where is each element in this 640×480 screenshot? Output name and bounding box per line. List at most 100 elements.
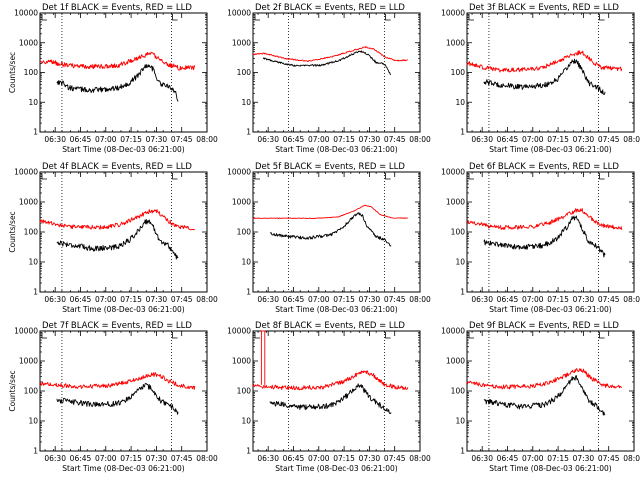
series-lld [39,51,196,71]
y-tick-label: 10000 [14,327,38,336]
x-axis-label: Start Time (08-Dec-03 06:21:00) [489,305,611,314]
x-tick-label: 07:45 [598,135,620,144]
x-tick-label: 06:45 [497,295,519,304]
bracket-mark-left [254,173,260,180]
series-events [269,383,392,415]
x-tick-label: 06:30 [257,135,279,144]
x-axis-label: Start Time (08-Dec-03 06:21:00) [62,305,184,314]
series-lld [466,50,623,73]
y-tick-label: 1 [460,447,465,456]
x-tick-label: 07:15 [547,295,569,304]
x-tick-label: 06:30 [44,295,66,304]
x-axis-label: Start Time (08-Dec-03 06:21:00) [62,145,184,154]
panel-det-3: Det 3f BLACK = Events, RED = LLD 1 10 100 10… [441,3,640,154]
y-tick-label: 100 [237,228,252,237]
x-tick-label: 08:00 [196,295,218,304]
x-tick-label: 07:30 [573,135,595,144]
y-tick-label: 100 [24,387,39,396]
x-tick-label: 06:30 [44,454,66,463]
bracket-mark-right [385,173,391,180]
y-tick-label: 1000 [446,357,465,366]
y-tick-label: 100 [451,228,466,237]
x-axis-label: Start Time (08-Dec-03 06:21:00) [62,464,184,473]
y-tick-label: 1000 [19,357,38,366]
plot-frame [39,171,208,293]
y-tick-label: 1000 [232,38,251,47]
panel-title: Det 5f BLACK = Events, RED = LLD [255,162,405,172]
x-tick-label: 07:15 [547,454,569,463]
panel-title: Det 6f BLACK = Events, RED = LLD [469,162,619,172]
y-tick-label: 10 [241,417,251,426]
x-tick-label: 07:15 [120,295,142,304]
y-tick-label: 10 [455,98,465,107]
x-tick-label: 07:15 [333,454,355,463]
x-tick-label: 06:45 [70,454,92,463]
y-axis-label: Counts/sec [8,370,17,411]
series-lld [252,46,408,63]
panel-det-4: Det 4f BLACK = Events, RED = LLD 1 10 100 10… [8,162,218,314]
x-tick-label: 07:45 [171,135,193,144]
x-tick-label: 06:30 [44,135,66,144]
x-tick-label: 07:00 [308,454,330,463]
y-tick-label: 1 [246,447,251,456]
y-tick-label: 10 [28,98,38,107]
panel-title: Det 3f BLACK = Events, RED = LLD [469,3,619,13]
plot-frame [39,330,208,452]
x-tick-label: 07:45 [171,454,193,463]
x-tick-label: 06:30 [471,135,493,144]
series-lld [466,368,622,390]
panel-title: Det 2f BLACK = Events, RED = LLD [255,3,405,13]
y-tick-label: 10000 [441,9,465,18]
y-tick-label: 1000 [232,198,251,207]
bracket-mark-left [41,332,47,339]
x-tick-label: 07:30 [146,454,168,463]
x-tick-label: 06:45 [283,454,305,463]
x-tick-label: 07:30 [359,135,381,144]
x-tick-label: 06:45 [497,454,519,463]
x-tick-label: 07:00 [95,454,117,463]
y-tick-label: 100 [451,387,466,396]
x-tick-label: 06:30 [471,295,493,304]
y-tick-label: 1000 [19,198,38,207]
y-tick-label: 10 [28,258,38,267]
series-events [262,50,391,76]
y-tick-label: 100 [24,228,39,237]
x-axis-label: Start Time (08-Dec-03 06:21:00) [489,145,611,154]
series-events [56,219,179,260]
y-tick-label: 100 [237,68,252,77]
plot-frame [466,171,635,293]
plot-frame [466,330,635,452]
panel-det-8: Det 8f BLACK = Events, RED = LLD 1 10 100 10… [227,321,431,473]
bracket-mark-left [468,14,474,21]
series-events [483,215,606,258]
x-tick-label: 07:30 [573,454,595,463]
x-tick-label: 08:00 [623,454,640,463]
bracket-mark-right [599,332,605,339]
series-events [56,382,179,415]
y-tick-label: 1 [460,128,465,137]
y-tick-label: 100 [237,387,252,396]
x-tick-label: 06:45 [283,295,305,304]
series-lld [39,372,196,390]
x-axis-label: Start Time (08-Dec-03 06:21:00) [489,464,611,473]
x-axis-label: Start Time (08-Dec-03 06:21:00) [275,464,397,473]
x-tick-label: 07:30 [359,454,381,463]
bracket-mark-right [172,14,178,21]
series-lld [252,370,409,391]
x-tick-label: 07:15 [333,295,355,304]
plot-frame [252,330,421,452]
panel-det-1: Det 1f BLACK = Events, RED = LLD 1 10 100 10… [8,3,218,154]
series-events [269,212,392,247]
x-tick-label: 07:00 [95,295,117,304]
bracket-mark-left [41,14,47,21]
x-tick-label: 07:45 [384,135,406,144]
x-tick-label: 07:30 [359,295,381,304]
y-tick-label: 1 [246,288,251,297]
x-tick-label: 07:00 [308,135,330,144]
y-tick-label: 1000 [446,198,465,207]
y-tick-label: 1 [33,288,38,297]
plot-frame [252,12,421,133]
x-tick-label: 08:00 [196,135,218,144]
y-tick-label: 10000 [227,168,251,177]
x-tick-label: 08:00 [409,135,431,144]
